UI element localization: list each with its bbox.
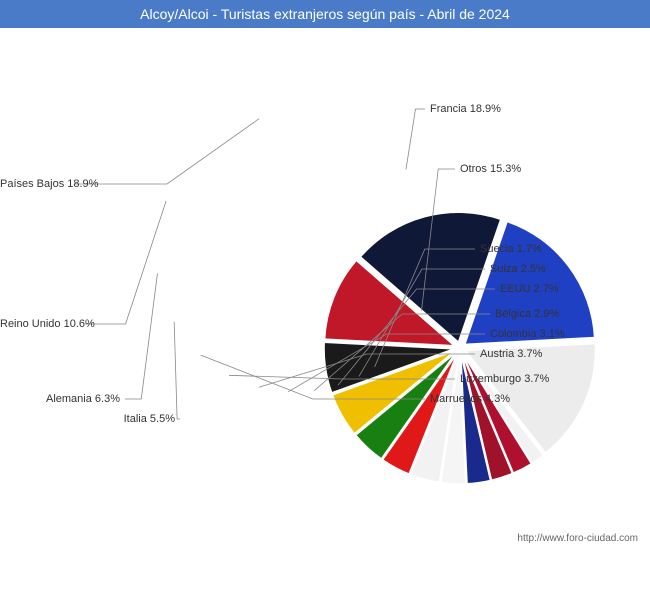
slice-label-países-bajos: Países Bajos 18.9%: [0, 178, 70, 190]
slice-label-text: Marruecos 4.3%: [430, 393, 510, 405]
slice-label-italia: Italia 5.5%: [0, 413, 175, 425]
chart-area: Francia 18.9% Otros 15.3% Suecia 1.7% Suiza…: [0, 28, 650, 518]
slice-label-text: Luxemburgo 3.7%: [460, 373, 549, 385]
slice-label-text: EEUU 2.7%: [500, 283, 559, 295]
slice-label-colombia: Colombia 3.1%: [490, 328, 565, 340]
chart-title-bar: Alcoy/Alcoi - Turistas extranjeros según…: [0, 0, 650, 28]
slice-label-suecia: Suecia 1.7%: [480, 243, 542, 255]
leader-line: [85, 201, 166, 324]
slice-label-alemania: Alemania 6.3%: [0, 393, 120, 405]
slice-label-text: Austria 3.7%: [480, 348, 542, 360]
slice-label-text: Países Bajos 18.9%: [0, 178, 98, 190]
slice-label-text: Francia 18.9%: [430, 103, 501, 115]
footer-text: http://www.foro-ciudad.com: [517, 533, 638, 544]
slice-label-text: Alemania 6.3%: [46, 393, 120, 405]
leader-line: [125, 273, 157, 399]
slice-label-suiza: Suiza 2.5%: [490, 263, 546, 275]
slice-label-luxemburgo: Luxemburgo 3.7%: [460, 373, 549, 385]
slice-label-text: Italia 5.5%: [124, 413, 175, 425]
slice-label-text: Suiza 2.5%: [490, 263, 546, 275]
slice-label-francia: Francia 18.9%: [430, 103, 501, 115]
slice-label-text: Colombia 3.1%: [490, 328, 565, 340]
slice-label-text: Suecia 1.7%: [480, 243, 542, 255]
slice-label-text: Reino Unido 10.6%: [0, 318, 95, 330]
footer-url: http://www.foro-ciudad.com: [517, 533, 638, 544]
slice-label-text: Bélgica 2.9%: [495, 308, 559, 320]
chart-title: Alcoy/Alcoi - Turistas extranjeros según…: [140, 6, 510, 22]
slice-label-text: Otros 15.3%: [460, 163, 521, 175]
slice-label-otros: Otros 15.3%: [460, 163, 521, 175]
slice-label-austria: Austria 3.7%: [480, 348, 542, 360]
slice-label-marruecos: Marruecos 4.3%: [430, 393, 510, 405]
slice-label-reino-unido: Reino Unido 10.6%: [0, 318, 80, 330]
slice-label-bélgica: Bélgica 2.9%: [495, 308, 559, 320]
slice-label-eeuu: EEUU 2.7%: [500, 283, 559, 295]
